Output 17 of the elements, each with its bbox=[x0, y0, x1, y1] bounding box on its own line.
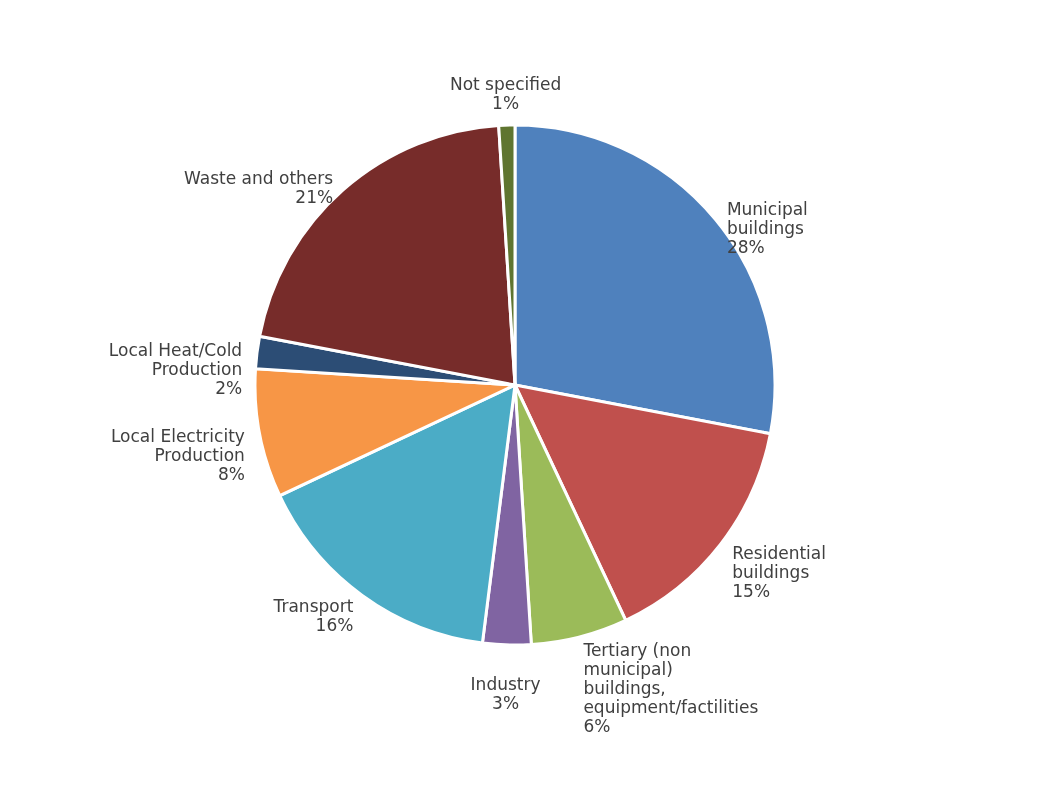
slice-label: Waste and others bbox=[184, 167, 334, 188]
data-label: 8% bbox=[217, 463, 245, 484]
slice-label: Local Heat/Cold Production bbox=[108, 339, 243, 379]
slice-label: Local Electricity Production bbox=[110, 425, 245, 465]
data-label: 16% bbox=[315, 615, 354, 636]
data-label: 15% bbox=[732, 580, 771, 601]
slice-label: Tertiary (non municipal) buildings, equipment/factilities bbox=[582, 640, 759, 718]
slice-label: Industry bbox=[470, 673, 541, 694]
slice-label: Residential buildings bbox=[732, 542, 826, 582]
data-label: 3% bbox=[492, 692, 520, 713]
data-label: 1% bbox=[492, 93, 520, 114]
slice-label: Not specified bbox=[449, 74, 562, 95]
slice-label: Transport bbox=[272, 596, 354, 617]
slice-label: Municipal buildings bbox=[726, 198, 808, 238]
data-label: 2% bbox=[215, 377, 243, 398]
data-label: 6% bbox=[583, 716, 611, 737]
data-label: 21% bbox=[295, 186, 334, 207]
